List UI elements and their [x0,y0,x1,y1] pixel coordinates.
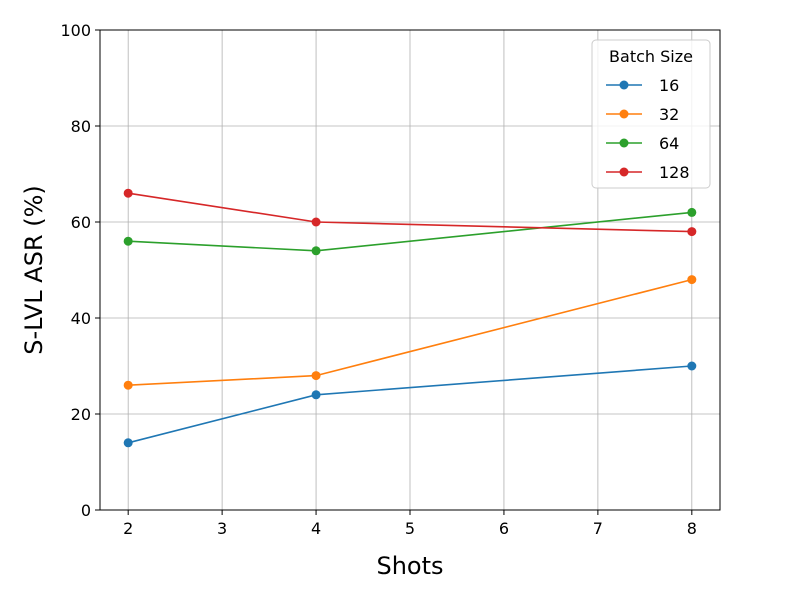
y-tick-label: 20 [71,405,91,424]
legend-item: 128 [606,163,690,182]
data-point [123,188,133,198]
data-point [687,275,697,285]
data-point [123,236,133,246]
legend-label: 64 [659,134,679,153]
x-tick-label: 7 [593,519,603,538]
legend-label: 128 [659,163,690,182]
data-point [687,361,697,371]
legend-items: 16 32 64 128 [606,76,690,182]
x-tick-label: 8 [687,519,697,538]
legend: Batch Size 16 32 64 128 [591,39,711,189]
x-tick-label: 6 [499,519,509,538]
series-16 [123,361,697,448]
legend-marker [619,109,629,119]
x-tick-label: 2 [123,519,133,538]
data-point [123,380,133,390]
data-point [311,217,321,227]
data-point [311,390,321,400]
series-128 [123,188,697,237]
data-point [687,227,697,237]
legend-item: 16 [606,76,679,95]
y-axis-ticks: 0 20 40 60 80 100 [60,21,100,520]
legend-marker [619,80,629,90]
legend-item: 64 [606,134,679,153]
y-axis-title: S-LVL ASR (%) [20,185,48,355]
x-axis-title: Shots [376,552,443,580]
data-point [311,371,321,381]
x-tick-label: 5 [405,519,415,538]
legend-title: Batch Size [609,47,693,66]
legend-box [591,39,711,189]
y-tick-label: 80 [71,117,91,136]
series-32 [123,275,697,390]
legend-label: 32 [659,105,679,124]
series-64 [123,207,697,256]
plot-series [123,188,697,448]
y-tick-label: 100 [60,21,91,40]
data-point [687,207,697,217]
x-tick-label: 3 [217,519,227,538]
legend-marker [619,138,629,148]
x-tick-label: 4 [311,519,321,538]
y-tick-label: 40 [71,309,91,328]
data-point [311,246,321,256]
data-point [123,438,133,448]
legend-label: 16 [659,76,679,95]
legend-item: 32 [606,105,679,124]
y-tick-label: 0 [81,501,91,520]
y-tick-label: 60 [71,213,91,232]
x-axis-ticks: 2 3 4 5 6 7 8 [123,510,697,538]
legend-marker [619,167,629,177]
